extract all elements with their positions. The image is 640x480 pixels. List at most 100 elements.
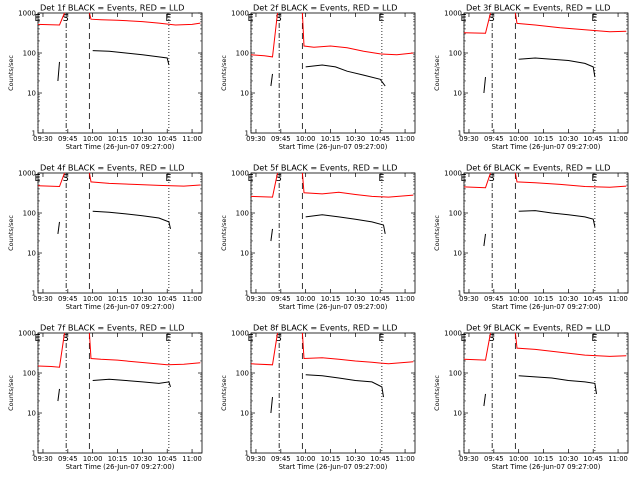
- lld-series-line: [88, 332, 201, 366]
- x-tick-label: 10:30: [559, 295, 579, 303]
- x-tick-label: 11:00: [395, 455, 415, 463]
- event-marker-label: E: [165, 173, 171, 184]
- x-tick-label: 11:00: [608, 295, 628, 303]
- chart-title: Det 2f BLACK = Events, RED = LLD: [253, 3, 397, 13]
- x-tick-label: 11:00: [182, 135, 202, 143]
- chart-title: Det 1f BLACK = Events, RED = LLD: [40, 3, 184, 13]
- events-series-line: [518, 210, 596, 228]
- x-tick-label: 10:45: [583, 135, 603, 143]
- detector-chart: Det 8f BLACK = Events, RED = LLD Counts/s…: [220, 323, 416, 471]
- x-axis-label: Start Time (26-Jun-07 09:27:00): [66, 143, 175, 151]
- events-series-line: [518, 375, 597, 394]
- x-tick-label: 10:00: [509, 135, 529, 143]
- x-tick-label: 11:00: [608, 135, 628, 143]
- x-tick-label: 09:30: [459, 135, 479, 143]
- event-marker-label: E: [591, 333, 597, 344]
- x-tick-label: 09:30: [246, 135, 266, 143]
- event-marker-label: E: [34, 333, 40, 344]
- x-tick-label: 10:00: [509, 455, 529, 463]
- lld-series-line: [88, 172, 201, 187]
- x-tick-label: 10:00: [83, 455, 103, 463]
- x-tick-label: 09:45: [484, 295, 504, 303]
- x-tick-label: 10:30: [346, 455, 366, 463]
- x-tick-label: 09:45: [58, 135, 78, 143]
- x-tick-label: 10:30: [133, 135, 153, 143]
- detector-panel: Det 8f BLACK = Events, RED = LLD Counts/s…: [213, 320, 426, 480]
- x-axis-label: Start Time (26-Jun-07 09:27:00): [492, 143, 601, 151]
- lld-series-line: [250, 332, 278, 366]
- y-tick-label: 100: [236, 210, 249, 218]
- event-marker-label: E: [460, 173, 466, 184]
- y-tick-label: 1000: [444, 10, 462, 18]
- events-series-line: [57, 61, 60, 82]
- detector-panel: Det 7f BLACK = Events, RED = LLD Counts/s…: [0, 320, 213, 480]
- lld-series-line: [514, 172, 627, 188]
- events-series-line: [483, 233, 486, 247]
- event-marker-label: S: [63, 173, 69, 184]
- x-tick-label: 10:30: [346, 295, 366, 303]
- events-series-line: [270, 397, 273, 414]
- y-axis-label: Counts/sec: [7, 375, 15, 411]
- x-tick-label: 11:00: [395, 135, 415, 143]
- lld-series-line: [463, 12, 491, 34]
- x-tick-label: 11:00: [182, 455, 202, 463]
- y-tick-label: 100: [449, 210, 462, 218]
- lld-series-line: [250, 12, 278, 58]
- y-tick-label: 1000: [444, 170, 462, 178]
- y-tick-label: 1000: [444, 330, 462, 338]
- y-tick-label: 10: [240, 90, 249, 98]
- y-axis-label: Counts/sec: [433, 215, 441, 251]
- lld-series-line: [463, 172, 491, 189]
- events-series-line: [92, 378, 171, 388]
- x-tick-label: 10:45: [157, 295, 177, 303]
- detector-chart: Det 7f BLACK = Events, RED = LLD Counts/s…: [7, 323, 203, 471]
- detector-panel: Det 5f BLACK = Events, RED = LLD Counts/s…: [213, 160, 426, 320]
- x-tick-label: 10:45: [583, 455, 603, 463]
- x-tick-label: 10:00: [83, 135, 103, 143]
- chart-title: Det 7f BLACK = Events, RED = LLD: [40, 323, 184, 333]
- x-tick-label: 10:00: [509, 295, 529, 303]
- x-tick-label: 11:00: [182, 295, 202, 303]
- events-series-line: [57, 221, 60, 234]
- x-tick-label: 10:30: [346, 135, 366, 143]
- y-tick-label: 10: [27, 410, 36, 418]
- lld-series-line: [463, 332, 491, 361]
- lld-series-line: [514, 12, 627, 33]
- y-tick-label: 10: [240, 250, 249, 258]
- x-tick-label: 09:45: [484, 135, 504, 143]
- event-marker-label: E: [165, 333, 171, 344]
- event-marker-label: E: [247, 333, 253, 344]
- events-series-line: [92, 210, 171, 230]
- plot-frame: [37, 12, 203, 134]
- x-tick-label: 10:45: [583, 295, 603, 303]
- x-tick-label: 10:30: [133, 455, 153, 463]
- events-series-line: [270, 228, 273, 242]
- y-tick-label: 10: [27, 250, 36, 258]
- lld-series-line: [37, 172, 65, 188]
- x-tick-label: 09:30: [459, 295, 479, 303]
- lld-series-line: [37, 12, 65, 26]
- chart-title: Det 5f BLACK = Events, RED = LLD: [253, 163, 397, 173]
- event-marker-label: E: [34, 13, 40, 24]
- y-tick-label: 100: [236, 50, 249, 58]
- x-tick-label: 09:30: [246, 455, 266, 463]
- x-tick-label: 10:30: [559, 135, 579, 143]
- x-tick-label: 10:00: [296, 295, 316, 303]
- detector-panel: Det 1f BLACK = Events, RED = LLD Counts/s…: [0, 0, 213, 160]
- event-marker-label: S: [489, 13, 495, 24]
- event-marker-label: E: [378, 13, 384, 24]
- x-tick-label: 10:30: [559, 455, 579, 463]
- detector-chart: Det 9f BLACK = Events, RED = LLD Counts/s…: [433, 323, 629, 471]
- x-tick-label: 10:15: [108, 135, 128, 143]
- plot-frame: [37, 332, 203, 454]
- event-marker-label: S: [63, 13, 69, 24]
- y-axis-label: Counts/sec: [220, 375, 228, 411]
- y-tick-label: 100: [23, 50, 36, 58]
- y-tick-label: 10: [27, 90, 36, 98]
- chart-title: Det 3f BLACK = Events, RED = LLD: [466, 3, 610, 13]
- lld-series-line: [514, 332, 627, 357]
- y-tick-label: 10: [240, 410, 249, 418]
- chart-title: Det 4f BLACK = Events, RED = LLD: [40, 163, 184, 173]
- chart-title: Det 9f BLACK = Events, RED = LLD: [466, 323, 610, 333]
